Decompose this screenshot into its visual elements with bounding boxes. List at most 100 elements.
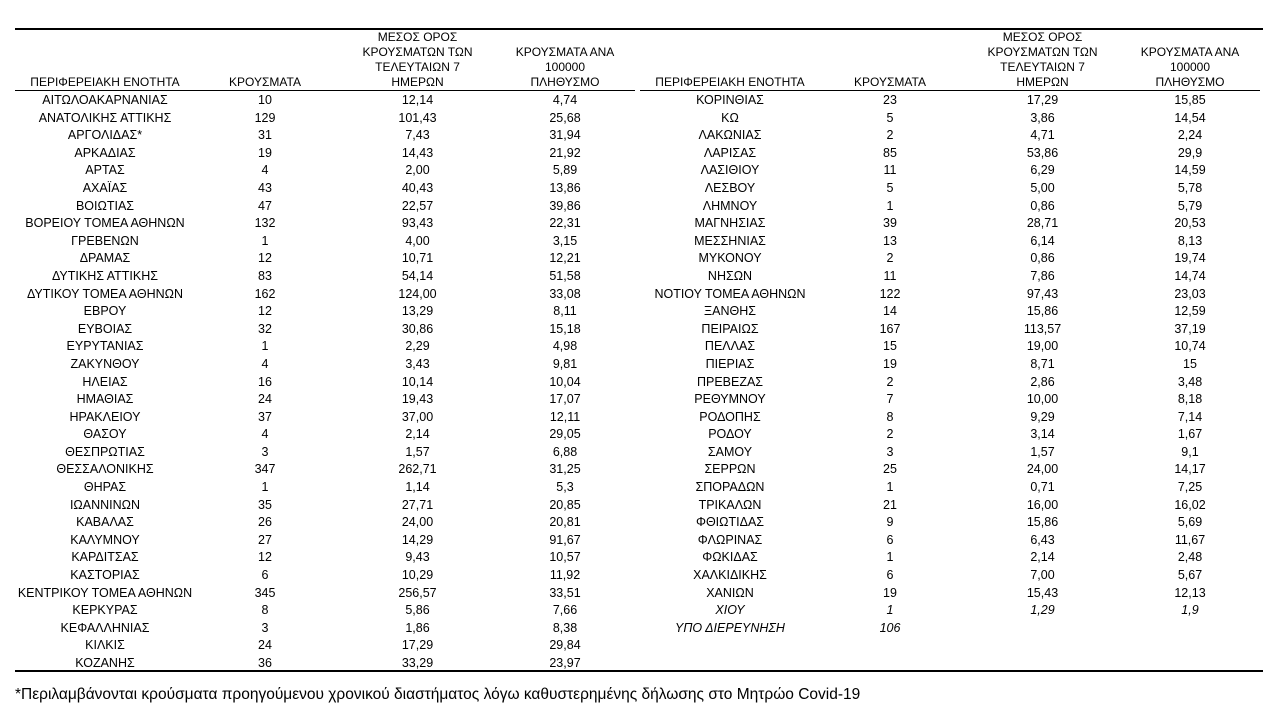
cell-per100k: 3,15 (552, 233, 578, 248)
table-row: ΑΝΑΤΟΛΙΚΗΣ ΑΤΤΙΚΗΣ 129 101,43 25,68 (15, 110, 635, 128)
cell-region: ΚΑΒΑΛΑΣ (76, 515, 134, 530)
table-row: ΔΡΑΜΑΣ 12 10,71 12,21 (15, 250, 635, 268)
cell-cases: 1 (886, 198, 894, 213)
cell-avg7: 14,29 (401, 532, 434, 547)
table-row: ΛΑΚΩΝΙΑΣ 2 4,71 2,24 (640, 127, 1260, 145)
cell-region: ΖΑΚΥΝΘΟΥ (70, 356, 140, 371)
cell-cases: 4 (261, 163, 269, 178)
cell-per100k: 17,07 (549, 392, 581, 407)
cell-region: ΜΥΚΟΝΟΥ (698, 251, 762, 266)
cell-region: ΛΗΜΝΟΥ (702, 198, 758, 213)
header-rule (15, 90, 635, 91)
cell-region: ΚΑΣΤΟΡΙΑΣ (70, 568, 140, 583)
cell-cases: 3 (886, 444, 894, 459)
cell-cases: 19 (883, 356, 897, 371)
cell-per100k: 5,79 (1177, 198, 1203, 213)
cell-region: ΣΕΡΡΩΝ (704, 462, 756, 477)
cell-cases: 6 (886, 568, 894, 583)
cell-per100k: 20,53 (1174, 216, 1206, 231)
cell-cases: 167 (879, 321, 901, 336)
table-row: ΕΒΡΟΥ 12 13,29 8,11 (15, 303, 635, 321)
table-row: ΜΕΣΣΗΝΙΑΣ 13 6,14 8,13 (640, 233, 1260, 251)
cell-region: ΕΥΒΟΙΑΣ (77, 321, 133, 336)
table-row: ΠΕΙΡΑΙΩΣ 167 113,57 37,19 (640, 321, 1260, 339)
cell-cases: 12 (258, 550, 272, 565)
cell-region: ΝΟΤΙΟΥ ΤΟΜΕΑ ΑΘΗΝΩΝ (654, 286, 806, 301)
cell-per100k: 31,94 (549, 128, 581, 143)
cell-avg7: 19,43 (401, 392, 434, 407)
cell-per100k: 2,24 (1177, 128, 1203, 143)
cell-avg7: 4,71 (1030, 128, 1055, 143)
cell-per100k: 10,74 (1174, 339, 1206, 354)
cell-per100k: 14,74 (1174, 268, 1206, 283)
cell-region: ΠΕΛΛΑΣ (704, 339, 756, 354)
table-row: ΡΟΔΟΠΗΣ 8 9,29 7,14 (640, 409, 1260, 427)
cell-avg7: 7,43 (405, 128, 430, 143)
table-row: ΛΕΣΒΟΥ 5 5,00 5,78 (640, 180, 1260, 198)
header-avg7-line1: ΜΕΣΟΣ ΟΡΟΣ (1002, 30, 1083, 44)
table-row: ΡΕΘΥΜΝΟΥ 7 10,00 8,18 (640, 391, 1260, 409)
table-row: ΝΗΣΩΝ 11 7,86 14,74 (640, 268, 1260, 286)
cell-cases: 7 (886, 392, 894, 407)
cell-region: ΑΝΑΤΟΛΙΚΗΣ ΑΤΤΙΚΗΣ (38, 110, 172, 125)
cell-per100k: 29,9 (1177, 145, 1203, 160)
table-row: ΦΘΙΩΤΙΔΑΣ 9 15,86 5,69 (640, 514, 1260, 532)
cell-avg7: 1,86 (405, 620, 430, 635)
cell-per100k: 29,05 (549, 427, 581, 442)
cell-avg7: 16,00 (1026, 497, 1059, 512)
cell-avg7: 13,29 (401, 304, 434, 319)
table-row: ΞΑΝΘΗΣ 14 15,86 12,59 (640, 303, 1260, 321)
header-per100k-line1: ΚΡΟΥΣΜΑΤΑ ΑΝΑ 100000 (1140, 45, 1240, 74)
cell-cases: 83 (258, 268, 272, 283)
cell-avg7: 1,14 (405, 480, 430, 495)
cell-cases: 5 (886, 180, 894, 195)
cell-avg7: 22,57 (401, 198, 434, 213)
cell-region: ΚΑΛΥΜΝΟΥ (70, 532, 140, 547)
cell-avg7: 0,86 (1030, 198, 1055, 213)
table-row: ΓΡΕΒΕΝΩΝ 1 4,00 3,15 (15, 233, 635, 251)
cell-avg7: 124,00 (398, 286, 437, 301)
cell-cases: 8 (261, 603, 269, 618)
table-row: ΚΟΡΙΝΘΙΑΣ 23 17,29 15,85 (640, 92, 1260, 110)
cell-region: ΝΗΣΩΝ (707, 268, 753, 283)
cell-cases: 21 (883, 497, 897, 512)
cell-region: ΧΑΝΙΩΝ (706, 585, 754, 600)
cell-avg7: 10,71 (401, 251, 434, 266)
cell-cases: 345 (254, 585, 276, 600)
cell-per100k: 15 (1183, 356, 1197, 371)
cell-avg7: 5,86 (405, 603, 430, 618)
cell-avg7: 262,71 (398, 462, 437, 477)
cell-region: ΛΑΡΙΣΑΣ (703, 145, 757, 160)
cell-per100k: 23,03 (1174, 286, 1206, 301)
table-row: ΣΑΜΟΥ 3 1,57 9,1 (640, 444, 1260, 462)
cell-region: ΣΠΟΡΑΔΩΝ (695, 480, 765, 495)
cell-cases: 2 (886, 128, 894, 143)
top-rule (15, 28, 1263, 30)
header-rule (640, 90, 1260, 91)
cell-region: ΚΕΦΑΛΛΗΝΙΑΣ (60, 620, 150, 635)
cell-cases: 162 (254, 286, 276, 301)
cell-per100k: 1,9 (1181, 603, 1199, 618)
cell-cases: 24 (258, 638, 272, 653)
cell-cases: 31 (258, 128, 272, 143)
table-body: ΚΟΡΙΝΘΙΑΣ 23 17,29 15,85 ΚΩ 5 3,86 14,54 ΛΑΚΩΝΙΑ… (640, 92, 1260, 637)
cell-per100k: 7,14 (1177, 409, 1203, 424)
cell-per100k: 14,17 (1174, 462, 1206, 477)
cell-avg7: 256,57 (398, 585, 437, 600)
cell-region: ΗΡΑΚΛΕΙΟΥ (69, 409, 141, 424)
cell-avg7: 40,43 (401, 180, 434, 195)
cell-avg7: 5,00 (1030, 180, 1055, 195)
cell-avg7: 101,43 (398, 110, 437, 125)
cell-region: ΗΛΕΙΑΣ (82, 374, 128, 389)
cell-cases: 43 (258, 180, 272, 195)
cell-cases: 1 (886, 603, 894, 618)
cell-avg7: 4,00 (405, 233, 430, 248)
cell-per100k: 5,89 (552, 163, 578, 178)
table-row: ΘΕΣΣΑΛΟΝΙΚΗΣ 347 262,71 31,25 (15, 461, 635, 479)
cell-per100k: 4,98 (552, 339, 578, 354)
cell-per100k: 13,86 (549, 180, 581, 195)
header-per100k: ΚΡΟΥΣΜΑΤΑ ΑΝΑ 100000 ΠΛΗΘΥΣΜΟ (495, 45, 635, 90)
table-row: ΚΑΣΤΟΡΙΑΣ 6 10,29 11,92 (15, 567, 635, 585)
cell-avg7: 97,43 (1026, 286, 1059, 301)
cell-region: ΓΡΕΒΕΝΩΝ (71, 233, 139, 248)
